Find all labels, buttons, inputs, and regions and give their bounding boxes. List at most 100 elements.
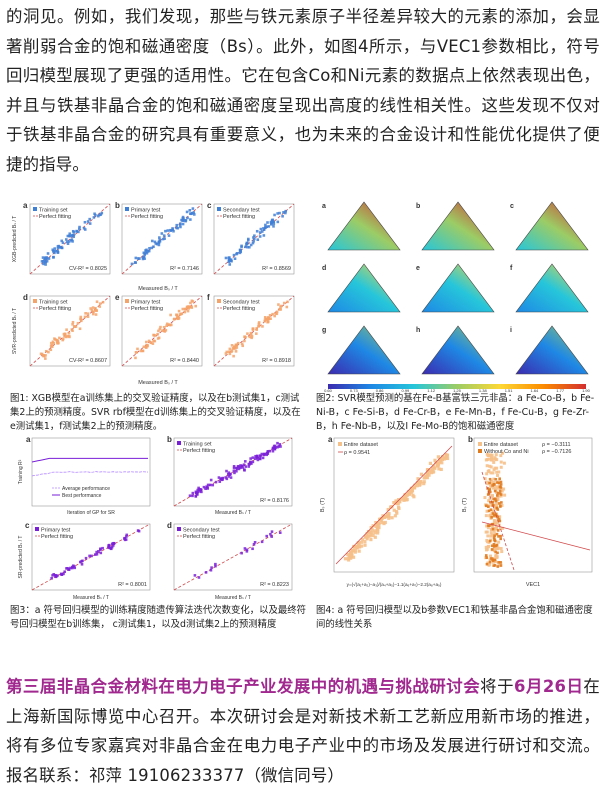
fig1-panel-e-letter: e [115, 293, 120, 302]
fig1-panel-b-point [181, 222, 185, 226]
fig1-panel-c-metric: R² = 0.8569 [262, 266, 291, 272]
fig1-panel-a-point [43, 257, 47, 260]
fig4-a-point [377, 522, 381, 526]
fig4-b-point-all [493, 520, 497, 524]
fig3-panel-b-point [279, 445, 282, 448]
fig4-a-point [390, 516, 394, 520]
fig1-panel-a-point [68, 234, 72, 238]
fig3-panel-b-point [191, 491, 195, 495]
fig4-a-point [435, 463, 439, 467]
fig1-panel-f-point [251, 327, 255, 331]
fig4-a-point [361, 538, 365, 542]
fig3-panel-b-point [258, 454, 262, 457]
fig1-panel-e-point [190, 299, 194, 303]
fig1-panel-f-point [225, 350, 229, 354]
fig2-colorbar-tick: 1.90 [582, 388, 591, 392]
fig1-panel-d-point [91, 312, 95, 316]
fig4-b-point-all [485, 472, 489, 476]
fig4-b-point-subset [490, 516, 493, 519]
fig3-panel-c-point [109, 547, 113, 550]
fig1-panel-d-point [50, 343, 54, 347]
fig4-b-point-all [502, 461, 506, 465]
fig4-b-point-all [488, 464, 492, 468]
fig4-a-point [422, 482, 426, 486]
fig1-panel-a-point [88, 217, 91, 221]
fig4-b-point-all [500, 503, 504, 507]
fig4-a-point [373, 529, 377, 533]
fig4-a-point [374, 520, 378, 525]
fig1-panel-f-point [266, 320, 269, 324]
fig1-panel-b-point [153, 240, 157, 244]
fig3-panel-b-point [256, 454, 259, 458]
fig3-panel-d-point [278, 531, 282, 534]
fig4-b-point-all [493, 486, 497, 490]
fig1-panel-d-point [55, 340, 59, 344]
fig1-panel-b-point [172, 229, 175, 233]
fig4-a-point [440, 461, 444, 465]
fig1-panel-f-point [277, 303, 280, 306]
fig1-panel-a-point [59, 246, 62, 249]
fig4-a-point [423, 476, 427, 480]
fig3-panel-b-point [242, 463, 246, 467]
fig4-a-point [377, 526, 381, 530]
fig1-panel-c-legend-marker [217, 207, 221, 211]
fig1-panel-b-metric: R² = 0.7146 [170, 266, 199, 272]
fig1-panel-b-legend-marker [125, 207, 129, 211]
fig1-panel-f-point [230, 344, 234, 347]
fig1-panel-c-point [255, 229, 259, 233]
fig1-panel-a-point [60, 246, 64, 250]
fig4-b-point-subset [491, 503, 495, 507]
fig1-panel-d-point [90, 308, 94, 312]
fig4-b-point-all [486, 470, 490, 474]
fig4-a-point [373, 535, 377, 539]
fig3-panel-b-point [217, 476, 221, 479]
fig4-b-metric-1: ρ = −0.3111 [542, 442, 571, 448]
fig4-b-point-all [484, 530, 488, 534]
fig1-panel-c-point [258, 231, 262, 234]
fig1-panel-d-point [74, 325, 78, 328]
fig4-b-point-subset [497, 535, 500, 538]
fig3-panel-c-point [136, 529, 140, 532]
fig4-b-point-all [484, 545, 488, 549]
fig4-b-point-all [495, 490, 499, 494]
fig1-panel-f-legend-1: Secondary test [223, 300, 260, 306]
fig4-a-point [430, 470, 434, 474]
fig1-panel-b-point [171, 228, 175, 231]
fig4-a-point [445, 453, 450, 457]
fig1-panel-f-point [243, 339, 246, 343]
fig1-panel-c-point [252, 239, 255, 243]
fig4-b-point-all [489, 471, 493, 475]
fig1-panel-f-point [244, 335, 247, 339]
fig3-c-xlabel: Measured Bₛ / T [73, 595, 109, 601]
fig4-a-point [393, 514, 397, 518]
fig1-panel-a-point [60, 239, 64, 243]
fig3-panel-d-point [245, 548, 249, 552]
fig1-panel-c-point [232, 253, 236, 257]
fig4-a-point [387, 512, 391, 516]
fig1-panel-d-point [91, 306, 95, 309]
fig1-panel-c-point [267, 225, 271, 228]
fig4-a-point [376, 527, 380, 531]
fig2-ternary-i [515, 325, 589, 375]
fig4-a-point [397, 506, 401, 511]
fig1-panel-c-point [281, 214, 284, 218]
fig1-panel-d-point [39, 352, 43, 356]
figure-2-caption: 图2: SVR模型预测的基在Fe-B基富铁三元非晶：a Fe-Co-B，b Fe… [316, 393, 595, 432]
fig1-panel-c-point [270, 218, 274, 222]
fig4-b-point-all [491, 494, 495, 498]
fig1-panel-a-point [65, 240, 69, 244]
fig4-a-point [419, 479, 423, 484]
fig1-panel-e-point [181, 307, 185, 311]
fig2-letter-h: h [416, 327, 420, 334]
fig2-ternary-g [327, 325, 401, 375]
fig4-a-legend-marker [338, 442, 342, 446]
fig1-panel-c-point [265, 225, 268, 229]
fig3-panel-b-point [237, 467, 241, 471]
fig1-panel-d-point [42, 354, 45, 358]
fig3-panel-b-point [276, 441, 279, 445]
fig3-panel-c-letter: c [25, 521, 30, 530]
